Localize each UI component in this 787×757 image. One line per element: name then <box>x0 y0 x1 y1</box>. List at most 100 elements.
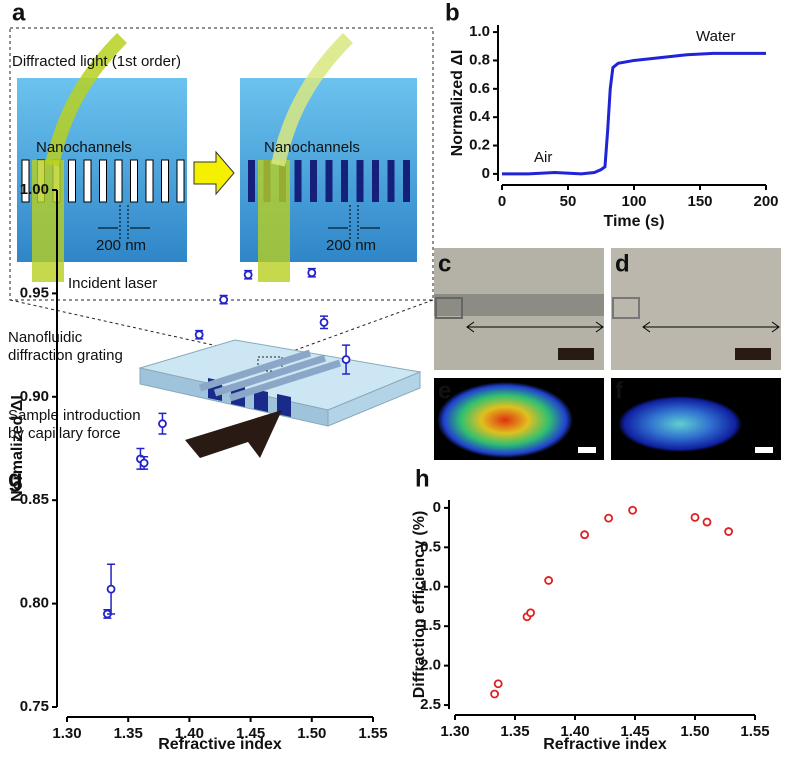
y-tick-label: 0.2 <box>469 137 490 154</box>
y-tick-label: 1.0 <box>469 23 490 40</box>
annotation: Air <box>534 149 552 166</box>
channel <box>161 159 169 203</box>
channel <box>325 160 333 202</box>
data-point <box>106 584 116 594</box>
x-tick-label: 1.35 <box>114 725 143 742</box>
label: 200 nm <box>326 237 376 254</box>
label: Sample introduction by capillary force <box>8 407 141 442</box>
channel <box>310 160 317 202</box>
diffraction-spot <box>618 396 742 452</box>
channel <box>387 160 395 202</box>
x-tick-label: 1.35 <box>500 723 529 740</box>
panel-label: c <box>438 250 451 277</box>
label: Nanochannels <box>36 139 132 156</box>
x-tick-label: 100 <box>621 193 646 210</box>
data-point <box>194 330 204 340</box>
x-tick-label: 1.40 <box>175 725 204 742</box>
scale-bar <box>755 447 773 453</box>
y-tick-label: 0.75 <box>20 698 49 715</box>
data-point <box>139 458 149 468</box>
panel-label: d <box>615 250 630 277</box>
channel <box>83 159 92 203</box>
data-point <box>307 268 317 278</box>
data-point <box>580 530 589 540</box>
x-tick-label: 1.30 <box>52 725 81 742</box>
chip-side <box>327 371 421 427</box>
channel <box>341 160 348 202</box>
y-axis-label: Normalized ΔI <box>449 50 466 157</box>
channels <box>198 349 342 402</box>
data-line <box>502 51 766 176</box>
channel <box>372 160 379 202</box>
y-tick-label: 1.0 <box>420 578 441 595</box>
y-axis-label: Diffraction efficiency (%) <box>411 511 428 699</box>
micrographs <box>434 248 781 460</box>
x-tick-label: 1.45 <box>236 725 265 742</box>
annotation: Water <box>696 28 735 45</box>
channel <box>21 159 30 203</box>
diffracted-beam <box>45 33 127 167</box>
y-tick-label: 0.5 <box>420 538 441 555</box>
y-tick-label: 1.00 <box>20 181 49 198</box>
chart: 0 0.5 1.0 1.5 2.0 2.5 1.30 1.35 1.40 1.45 1.50 1.55… <box>411 499 769 753</box>
y-axis-label: Normalized ΔI <box>9 395 26 502</box>
x-tick-label: 50 <box>560 193 577 210</box>
x-axis-label: Refractive index <box>543 736 667 753</box>
panel-label: e <box>438 377 451 404</box>
data-point <box>319 317 329 327</box>
y-tick-label: 0 <box>482 165 490 182</box>
data-point <box>690 512 700 522</box>
length-arrow <box>642 321 780 333</box>
channel <box>99 159 107 203</box>
panel-label: g <box>8 465 23 492</box>
x-tick-label: 1.45 <box>620 723 649 740</box>
x-tick-label: 200 <box>753 193 778 210</box>
channel <box>248 160 255 202</box>
label: Diffracted light (1st order) <box>12 53 181 70</box>
panel-label: h <box>415 465 430 492</box>
data-point <box>604 513 613 523</box>
label: Incident laser <box>68 275 157 292</box>
data-point <box>702 517 712 527</box>
data-point <box>526 608 535 618</box>
incident-beam <box>258 160 290 282</box>
data-point <box>158 419 167 429</box>
y-tick-label: 0 <box>433 499 441 516</box>
label: 200 nm <box>96 237 146 254</box>
capillary-arrow <box>185 410 282 458</box>
y-tick-label: 0.80 <box>20 595 49 612</box>
channel <box>130 159 138 203</box>
x-tick-label: 1.50 <box>297 725 326 742</box>
channel <box>356 160 364 202</box>
x-tick-label: 1.50 <box>680 723 709 740</box>
inlet <box>435 297 463 319</box>
y-tick-label: 1.5 <box>420 617 441 634</box>
panel-label: f <box>615 377 624 404</box>
data-point <box>628 505 637 515</box>
y-tick-label: 2.0 <box>420 657 441 674</box>
inlet <box>612 297 640 319</box>
y-tick-label: 0.6 <box>469 80 490 97</box>
label: Nanochannels <box>264 139 360 156</box>
data-point <box>243 270 253 280</box>
label: Nanofluidic diffraction grating <box>8 329 123 364</box>
channel <box>145 159 154 203</box>
y-tick-label: 0.90 <box>20 388 49 405</box>
channel <box>403 160 410 202</box>
data-point <box>724 527 733 536</box>
x-tick-label: 150 <box>687 193 712 210</box>
y-tick-label: 0.85 <box>20 491 49 508</box>
diffraction-spot <box>437 382 573 458</box>
channel <box>294 160 302 202</box>
x-tick-label: 1.55 <box>740 723 769 740</box>
y-tick-label: 0.8 <box>469 51 490 68</box>
x-axis-label: Time (s) <box>603 213 664 230</box>
y-tick-label: 2.5 <box>420 696 441 713</box>
data-point <box>544 576 553 585</box>
x-axis-label: Refractive index <box>158 736 282 753</box>
incident-beam <box>32 160 64 282</box>
diffracted-beam <box>271 33 353 167</box>
chart: 0.75 0.80 0.85 0.90 0.95 1.00 1.30 1.35 1.40 1.45… <box>9 181 387 753</box>
scale-bar <box>558 348 594 360</box>
